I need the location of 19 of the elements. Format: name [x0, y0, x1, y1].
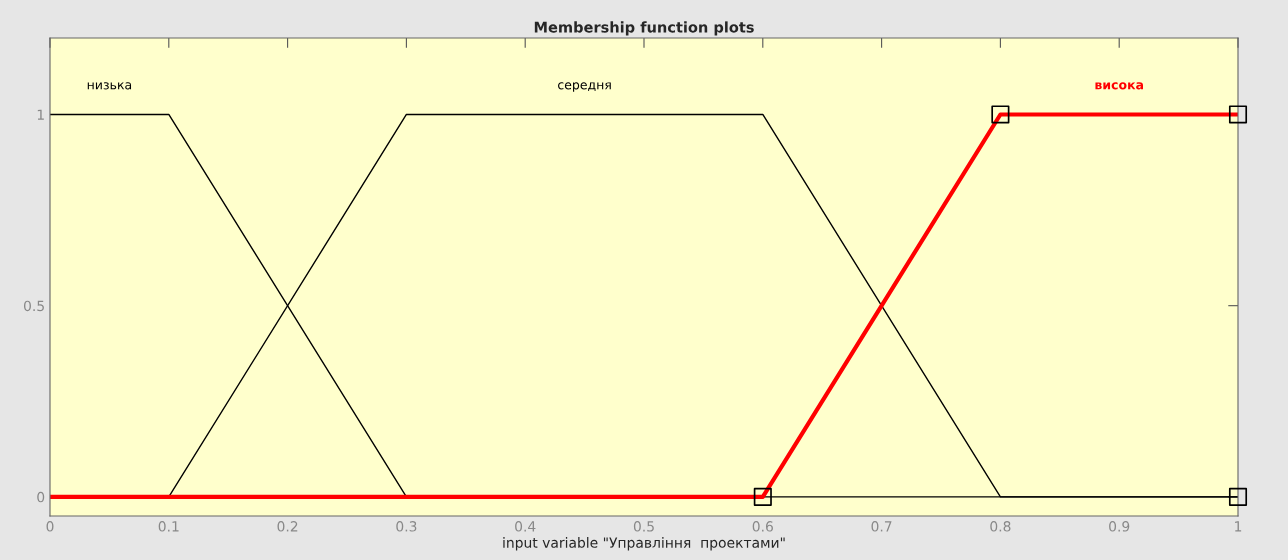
y-tick-label: 0 — [37, 491, 45, 503]
chart-title: Membership function plots — [534, 21, 754, 36]
text: низька — [87, 82, 132, 90]
x-axis-title: input variable "Управління проектами" — [503, 537, 785, 551]
x-tick-label: 0.4 — [515, 521, 536, 532]
x-tick-label: 0 — [46, 521, 54, 532]
x-tick-label: 1 — [1235, 521, 1242, 532]
x-tick-label: 0.2 — [277, 521, 298, 532]
y-tick-label: 0.5 — [23, 300, 44, 312]
y-tick-label: 1 — [37, 109, 44, 120]
x-tick-label: 0.7 — [871, 521, 892, 532]
text: висока — [1095, 82, 1144, 90]
x-tick-label: 0.5 — [633, 521, 654, 532]
x-tick-label: 0.1 — [158, 521, 179, 532]
x-tick-label: 0.6 — [752, 521, 773, 532]
x-tick-label: 0.8 — [990, 521, 1011, 532]
x-tick-label: 0.3 — [396, 521, 417, 532]
x-tick-label: 0.9 — [1109, 521, 1130, 532]
series-label: середня — [558, 82, 611, 92]
